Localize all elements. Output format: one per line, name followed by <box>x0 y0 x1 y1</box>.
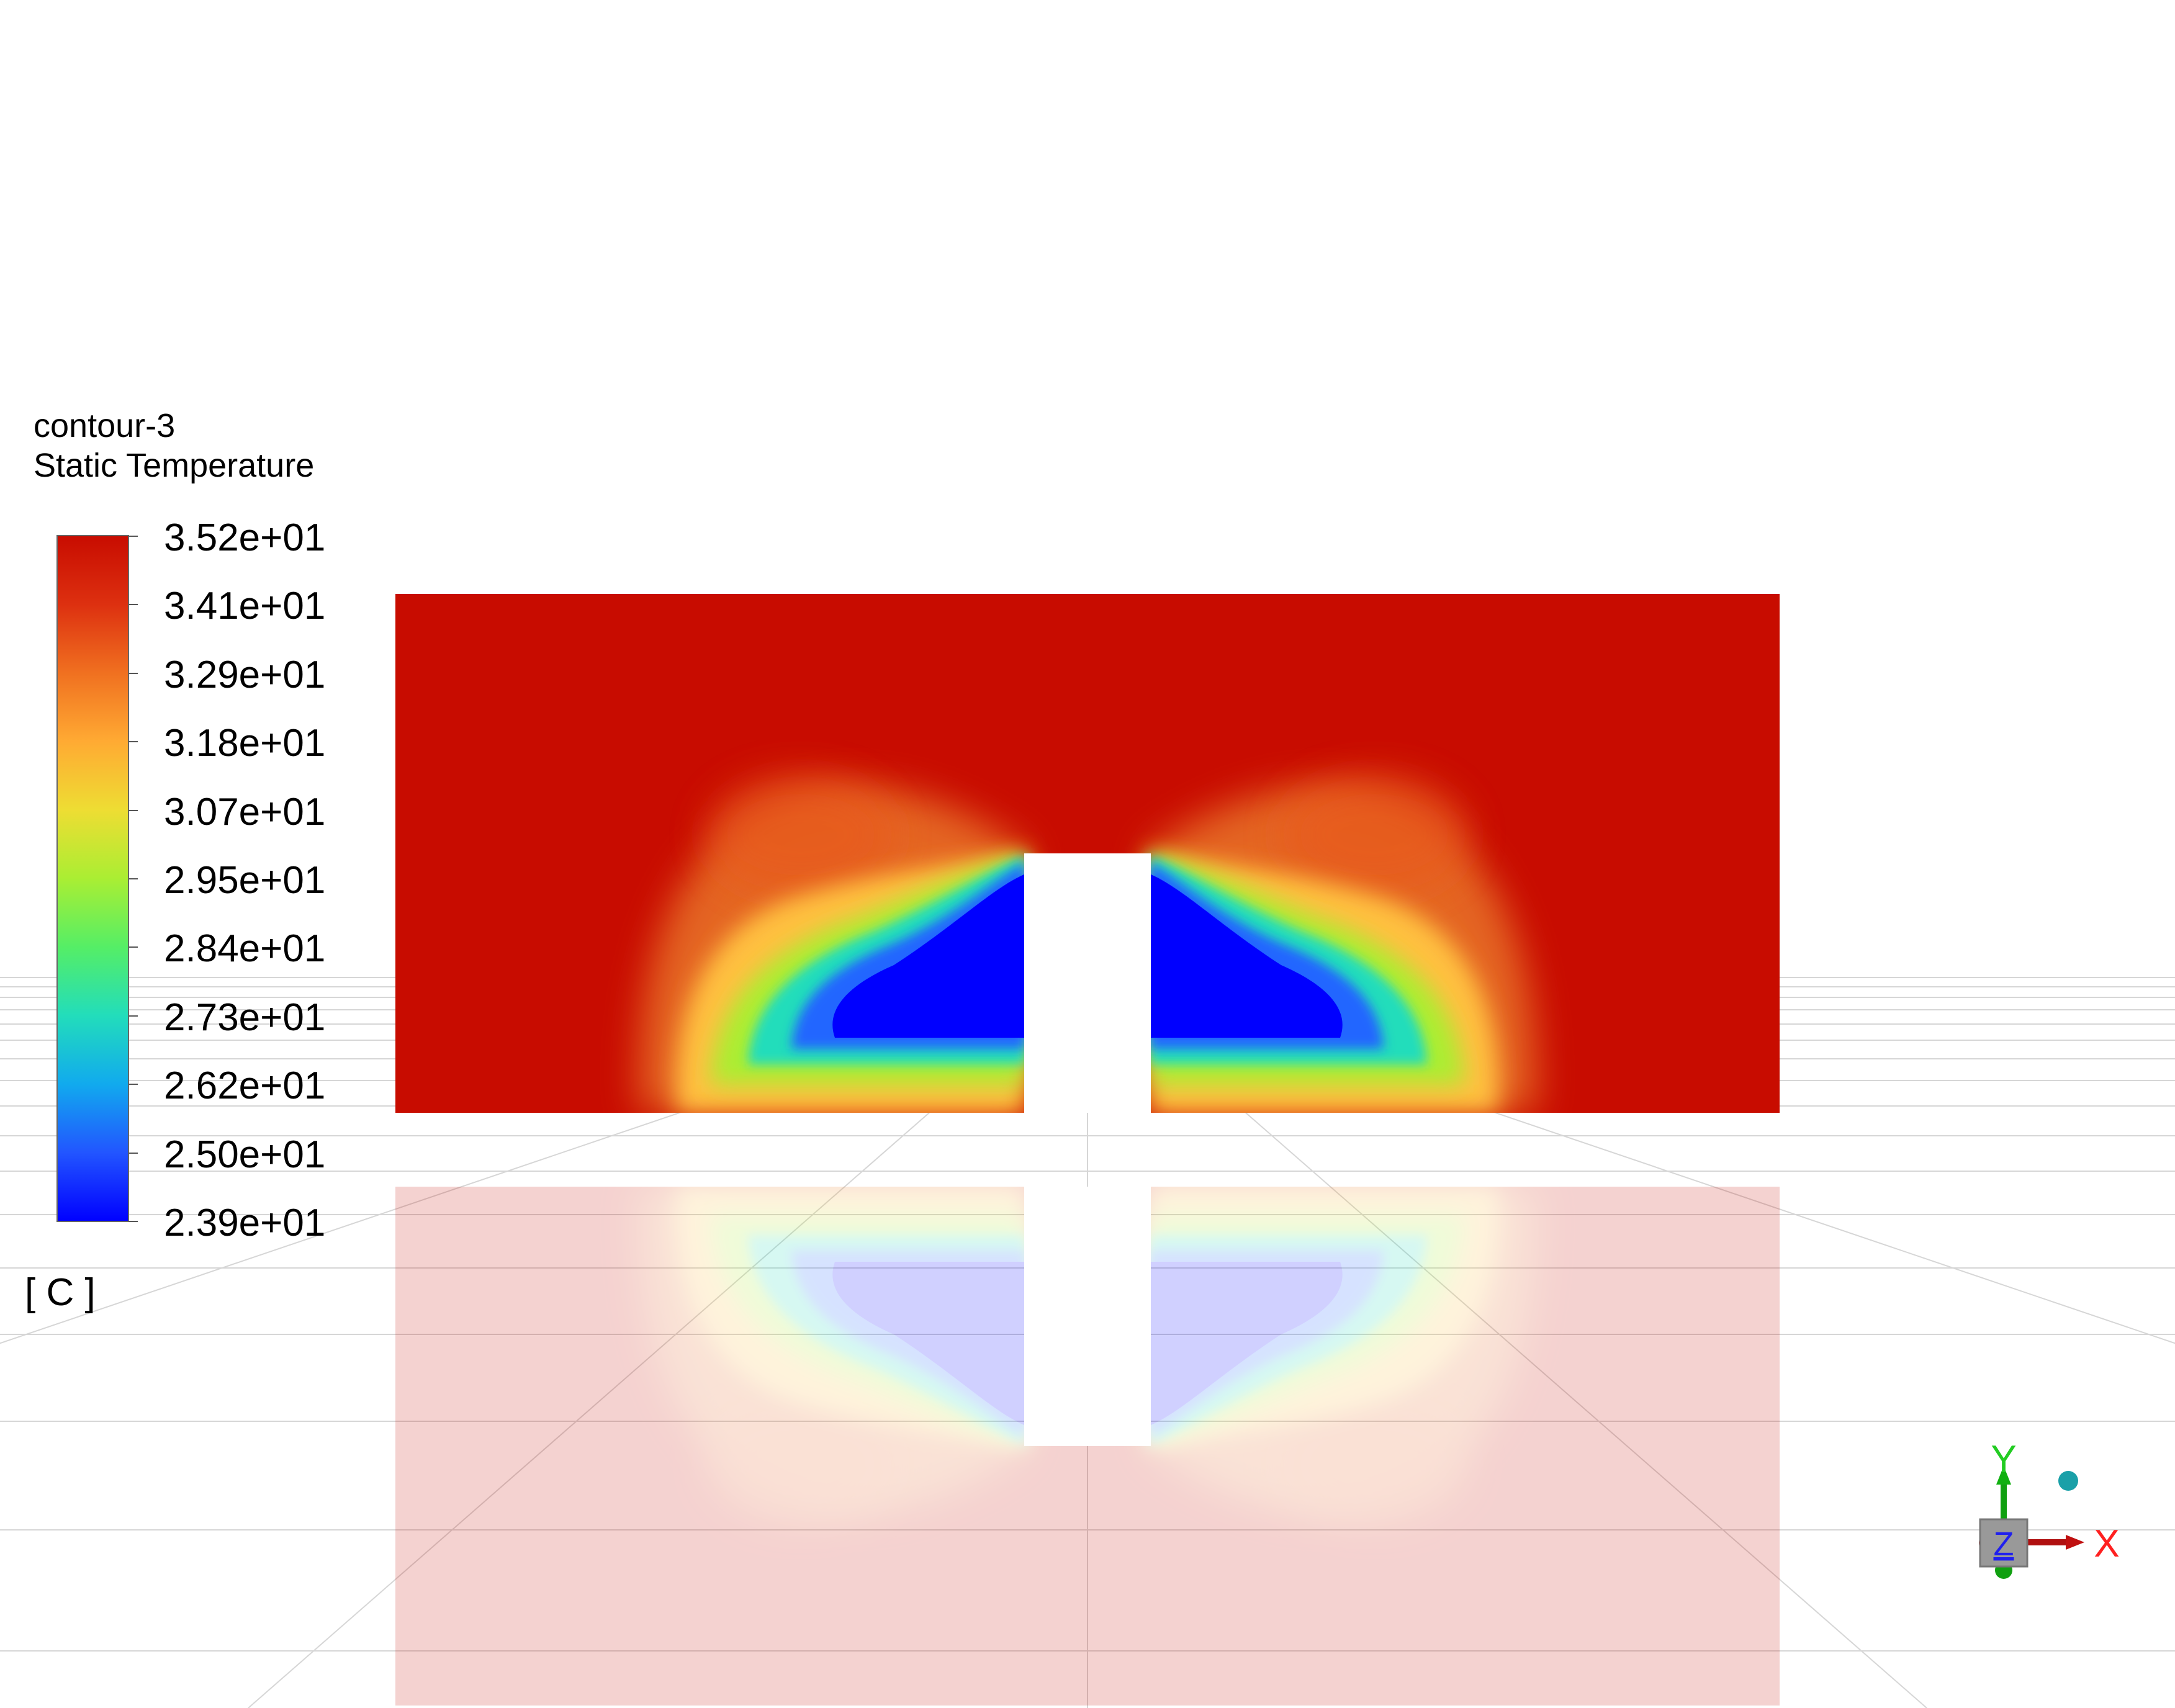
colorbar-tick-label: 2.84e+01 <box>164 927 326 970</box>
z-axis-cube <box>1979 1518 2029 1568</box>
y-axis-label: Y <box>1991 1438 2016 1481</box>
reflection-gap <box>1024 1187 1151 1446</box>
colorbar-tick-label: 3.29e+01 <box>164 654 326 696</box>
colorbar-tick-label: 2.39e+01 <box>164 1202 326 1244</box>
x-axis-arrow <box>2024 1535 2084 1550</box>
central-obstacle <box>1024 853 1151 1113</box>
colorbar-tick-label: 2.73e+01 <box>164 996 326 1039</box>
colorbar-tick-label: 2.62e+01 <box>164 1064 326 1107</box>
x-axis-label: X <box>2094 1522 2119 1565</box>
colorbar-tick-label: 3.18e+01 <box>164 722 326 765</box>
axis-triad[interactable]: Y X Z <box>1979 1438 2120 1579</box>
view-origin-sphere <box>2058 1471 2078 1491</box>
legend-unit: [ C ] <box>25 1271 96 1314</box>
colorbar-tick-label: 3.07e+01 <box>164 791 326 834</box>
legend-quantity-name: Static Temperature <box>34 447 315 484</box>
legend-contour-name: contour-3 <box>34 407 176 444</box>
colorbar-tick-label: 2.50e+01 <box>164 1133 326 1176</box>
colorbar-tick-label: 3.52e+01 <box>164 516 326 559</box>
colorbar-tick-label: 2.95e+01 <box>164 859 326 902</box>
colorbar <box>56 535 129 1222</box>
z-axis-label: Z <box>1994 1526 2014 1563</box>
colorbar-tick-label: 3.41e+01 <box>164 585 326 627</box>
colorbar-ticks <box>128 536 138 1222</box>
